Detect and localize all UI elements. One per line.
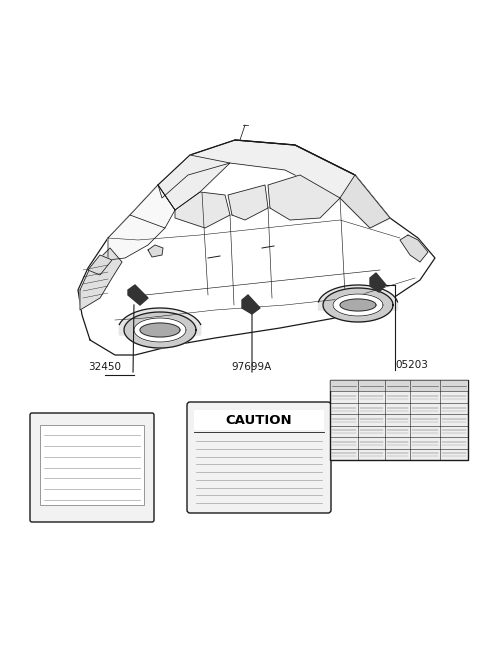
Bar bbox=[330, 380, 468, 392]
Polygon shape bbox=[333, 294, 383, 316]
Polygon shape bbox=[128, 285, 148, 305]
Polygon shape bbox=[140, 323, 180, 337]
Polygon shape bbox=[268, 175, 340, 220]
Polygon shape bbox=[158, 155, 230, 210]
Polygon shape bbox=[340, 175, 390, 228]
Text: 97699A: 97699A bbox=[232, 362, 272, 372]
Bar bbox=[40, 425, 144, 505]
Polygon shape bbox=[370, 273, 386, 292]
Polygon shape bbox=[323, 288, 393, 322]
Polygon shape bbox=[242, 295, 260, 314]
Text: 32450: 32450 bbox=[88, 362, 121, 372]
Polygon shape bbox=[228, 185, 268, 220]
Polygon shape bbox=[124, 312, 196, 348]
Polygon shape bbox=[134, 318, 186, 342]
Polygon shape bbox=[78, 140, 435, 355]
Polygon shape bbox=[158, 140, 390, 228]
Bar bbox=[194, 410, 324, 430]
Polygon shape bbox=[148, 245, 163, 257]
Polygon shape bbox=[80, 248, 122, 310]
Polygon shape bbox=[88, 255, 112, 275]
Text: CAUTION: CAUTION bbox=[226, 413, 292, 426]
FancyBboxPatch shape bbox=[187, 402, 331, 513]
Polygon shape bbox=[120, 308, 201, 335]
FancyBboxPatch shape bbox=[30, 413, 154, 522]
Polygon shape bbox=[400, 235, 428, 262]
Polygon shape bbox=[340, 299, 376, 311]
Bar bbox=[330, 380, 468, 460]
Polygon shape bbox=[108, 185, 175, 260]
Polygon shape bbox=[175, 192, 230, 228]
Polygon shape bbox=[319, 285, 397, 310]
Text: 05203: 05203 bbox=[395, 360, 428, 370]
